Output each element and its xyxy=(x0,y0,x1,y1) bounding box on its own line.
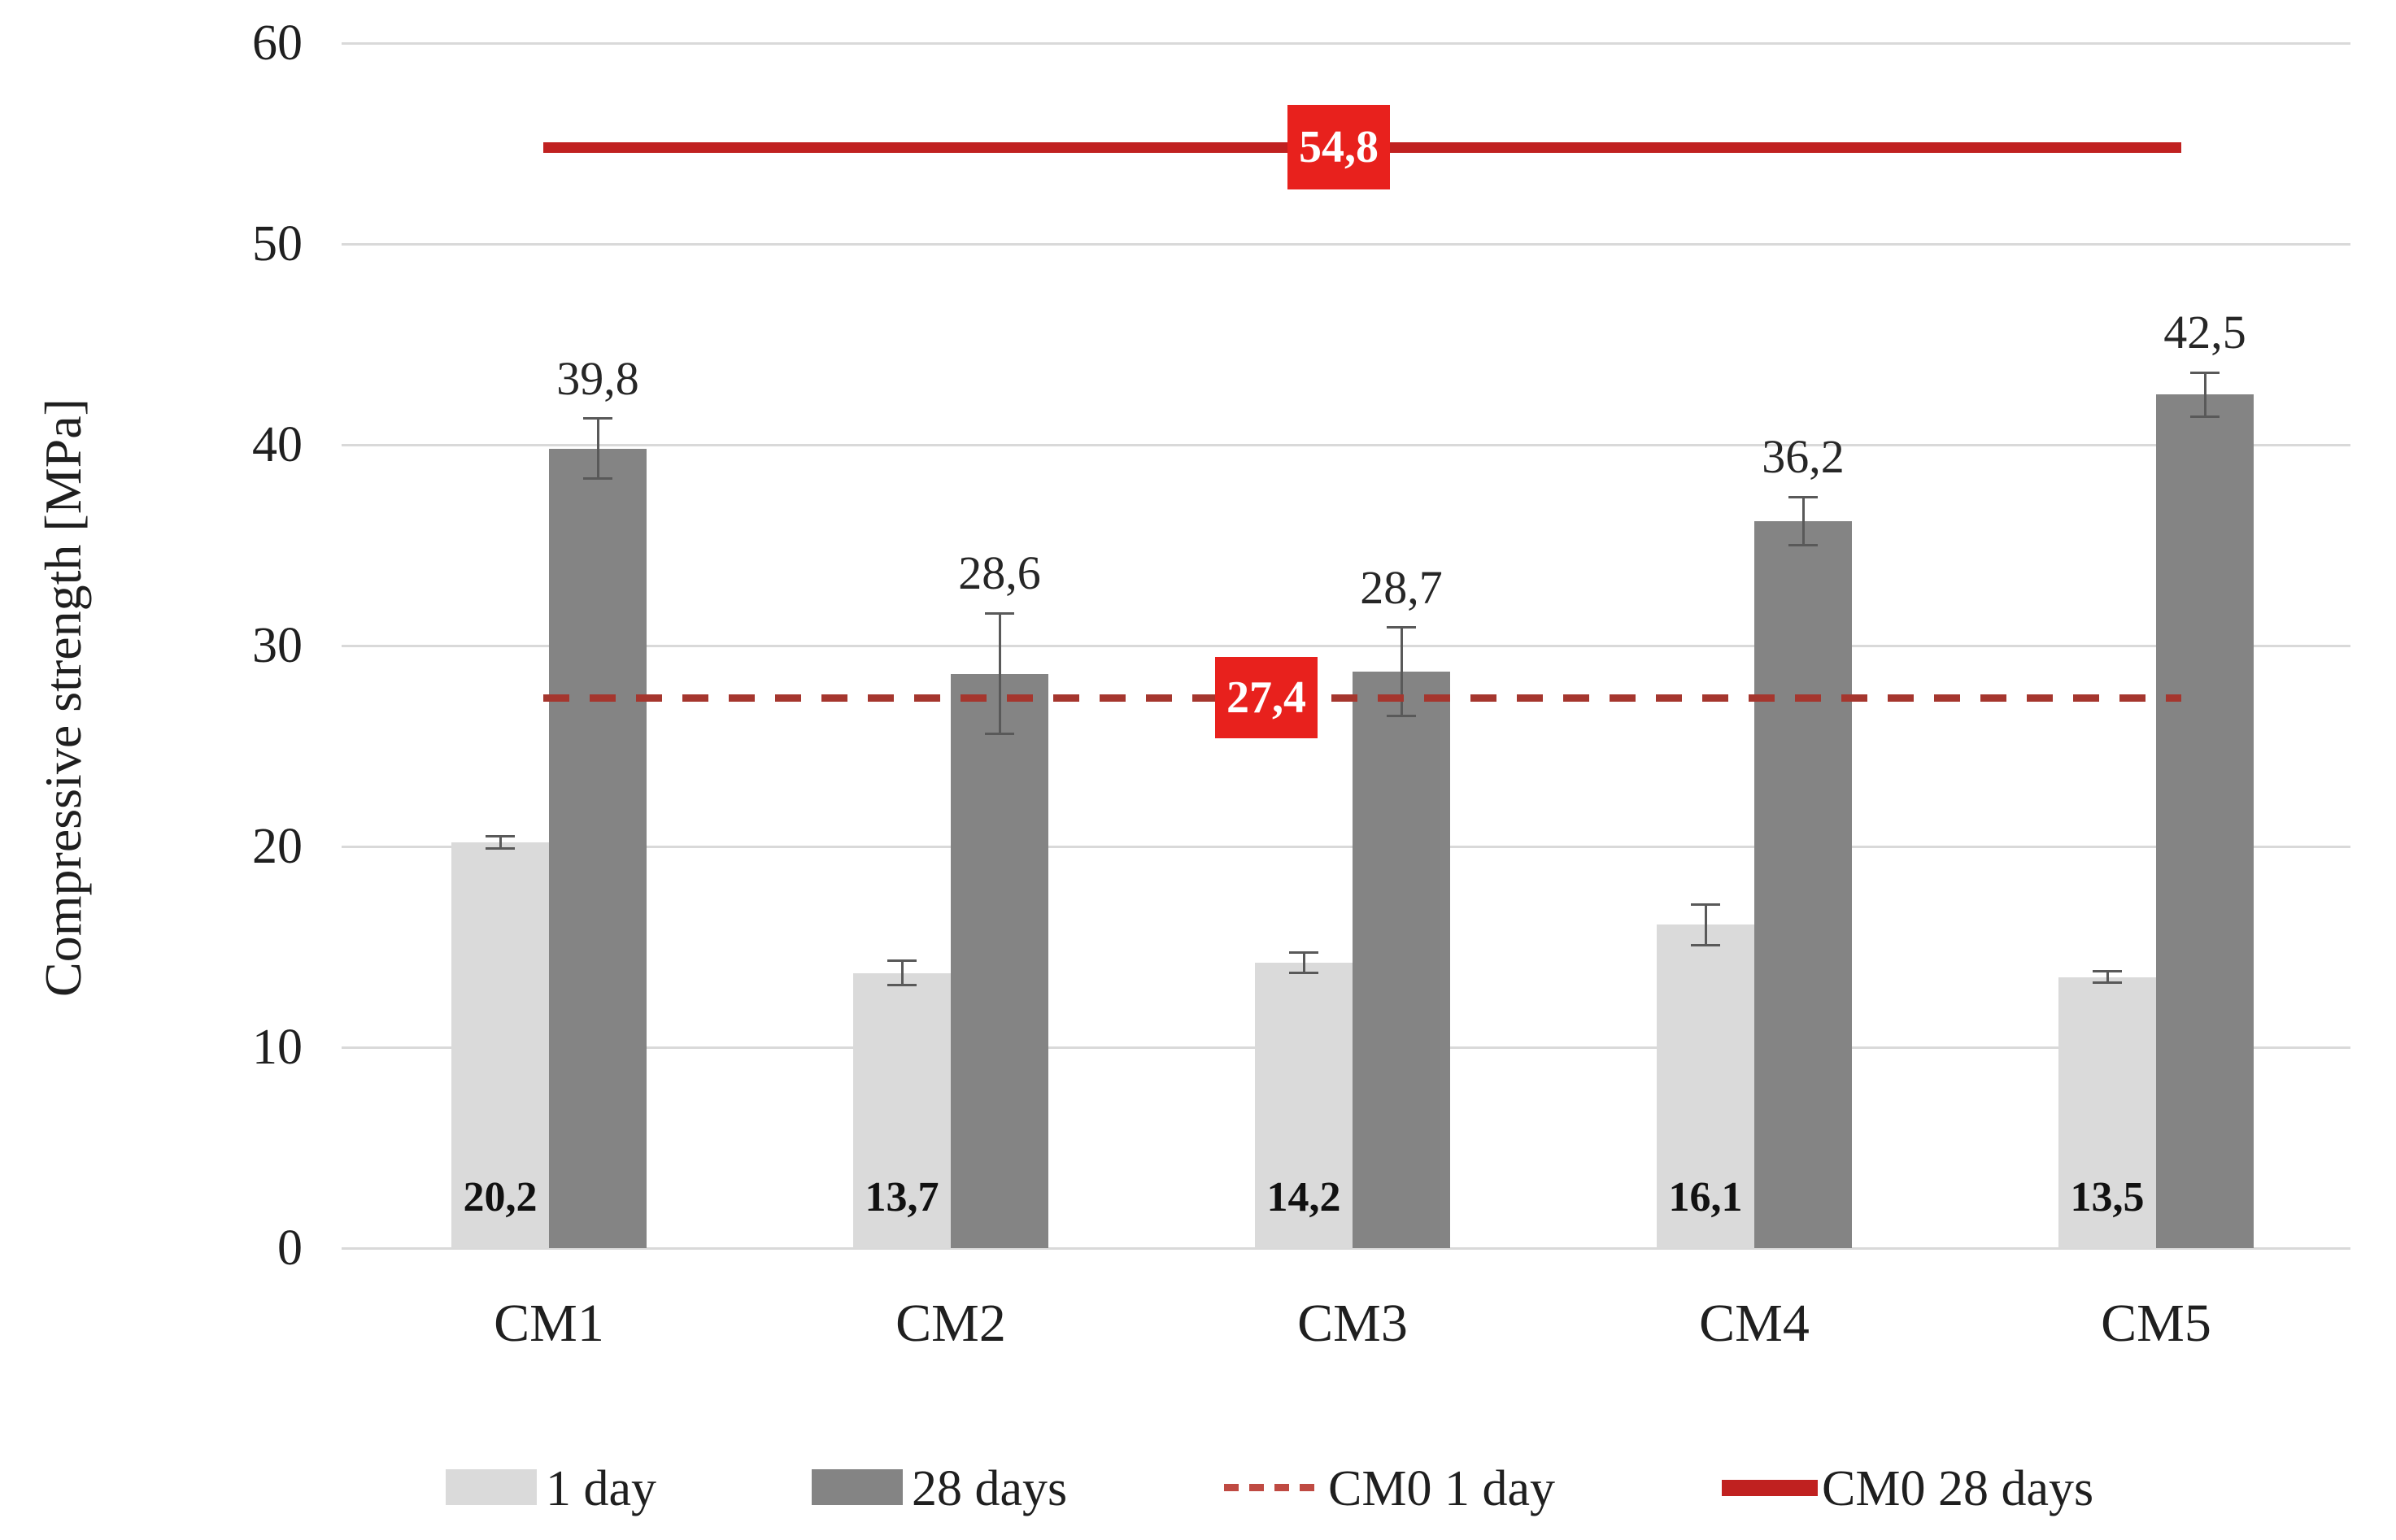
gridline-0 xyxy=(342,1247,2350,1250)
x-category-CM5: CM5 xyxy=(2101,1294,2211,1353)
bar-28-days-CM4 xyxy=(1754,520,1852,1248)
error-bar-1-day-CM1-cap-bottom xyxy=(486,846,515,850)
bar-28-days-CM3 xyxy=(1353,672,1450,1248)
bar-1-day-CM5 xyxy=(2058,977,2156,1248)
ref-label-box-cm0-1-day: 27,4 xyxy=(1215,657,1318,739)
value-label-28-days-CM4: 36,2 xyxy=(1762,430,1845,484)
error-bar-28-days-CM1-cap-top xyxy=(583,417,612,420)
error-bar-28-days-CM3-line xyxy=(1400,627,1403,716)
error-bar-1-day-CM1-line xyxy=(499,836,502,849)
error-bar-28-days-CM3-cap-top xyxy=(1387,626,1416,629)
value-label-1-day-CM4: 16,1 xyxy=(1668,1174,1743,1220)
y-tick-10: 10 xyxy=(252,1020,303,1075)
bar-1-day-CM2 xyxy=(853,972,951,1248)
error-bar-28-days-CM2-cap-top xyxy=(985,611,1014,615)
value-label-28-days-CM1: 39,8 xyxy=(556,351,639,405)
y-axis-title: Compressive strength [MPa] xyxy=(34,398,92,997)
error-bar-1-day-CM4-cap-bottom xyxy=(1691,943,1720,946)
error-bar-1-day-CM2-cap-bottom xyxy=(887,983,917,986)
bar-28-days-CM5 xyxy=(2156,394,2254,1248)
bar-28-days-CM1 xyxy=(549,448,647,1248)
legend-swatch-1-day xyxy=(446,1469,537,1505)
legend-label-cm0-28-days: CM0 28 days xyxy=(1822,1461,2094,1516)
error-bar-1-day-CM2-line xyxy=(900,960,904,985)
legend-label-1-day: 1 day xyxy=(546,1461,657,1516)
error-bar-28-days-CM2-line xyxy=(998,613,1001,734)
gridline-20 xyxy=(342,846,2350,848)
legend-swatch-cm0-1-day xyxy=(1224,1484,1322,1491)
error-bar-1-day-CM2-cap-top xyxy=(887,959,917,963)
value-label-28-days-CM3: 28,7 xyxy=(1360,560,1443,614)
error-bar-1-day-CM4-cap-top xyxy=(1691,903,1720,907)
ref-label-box-cm0-28-days: 54,8 xyxy=(1287,105,1390,190)
value-label-1-day-CM1: 20,2 xyxy=(463,1174,538,1220)
error-bar-1-day-CM5-cap-top xyxy=(2093,969,2122,972)
bar-28-days-CM2 xyxy=(951,673,1048,1248)
gridline-60 xyxy=(342,42,2350,45)
error-bar-28-days-CM5-cap-top xyxy=(2190,371,2220,374)
error-bar-28-days-CM1-cap-bottom xyxy=(583,477,612,481)
x-category-CM1: CM1 xyxy=(494,1294,604,1353)
gridline-40 xyxy=(342,444,2350,446)
y-tick-30: 30 xyxy=(252,618,303,673)
value-label-28-days-CM2: 28,6 xyxy=(958,546,1041,600)
x-category-CM2: CM2 xyxy=(895,1294,1006,1353)
value-label-1-day-CM3: 14,2 xyxy=(1266,1174,1341,1220)
value-label-1-day-CM5: 13,5 xyxy=(2070,1174,2145,1220)
gridline-50 xyxy=(342,243,2350,246)
bar-1-day-CM3 xyxy=(1255,963,1353,1248)
value-label-1-day-CM2: 13,7 xyxy=(865,1174,939,1220)
error-bar-28-days-CM3-cap-bottom xyxy=(1387,714,1416,717)
error-bar-1-day-CM5-line xyxy=(2106,971,2109,983)
legend-swatch-28-days xyxy=(812,1469,903,1505)
legend-label-cm0-1-day: CM0 1 day xyxy=(1328,1461,1555,1516)
legend-swatch-cm0-28-days xyxy=(1722,1480,1818,1496)
y-tick-0: 0 xyxy=(277,1220,303,1276)
error-bar-28-days-CM2-cap-bottom xyxy=(985,733,1014,736)
y-tick-20: 20 xyxy=(252,819,303,874)
y-tick-50: 50 xyxy=(252,216,303,272)
error-bar-1-day-CM5-cap-bottom xyxy=(2093,981,2122,985)
value-label-28-days-CM5: 42,5 xyxy=(2163,306,2246,359)
error-bar-1-day-CM1-cap-top xyxy=(486,835,515,838)
error-bar-28-days-CM4-cap-bottom xyxy=(1788,544,1818,546)
error-bar-1-day-CM4-line xyxy=(1704,904,1707,946)
y-tick-40: 40 xyxy=(252,417,303,472)
error-bar-1-day-CM3-line xyxy=(1302,952,1305,973)
bar-1-day-CM4 xyxy=(1657,924,1754,1248)
x-category-CM3: CM3 xyxy=(1297,1294,1408,1353)
error-bar-28-days-CM4-cap-top xyxy=(1788,495,1818,498)
error-bar-28-days-CM4-line xyxy=(1801,497,1805,546)
error-bar-1-day-CM3-cap-bottom xyxy=(1289,972,1318,975)
legend-label-28-days: 28 days xyxy=(912,1461,1068,1516)
ref-line-cm0-1-day xyxy=(543,694,2181,703)
gridline-30 xyxy=(342,645,2350,647)
bar-1-day-CM1 xyxy=(451,842,549,1248)
x-category-CM4: CM4 xyxy=(1699,1294,1810,1353)
error-bar-28-days-CM5-cap-bottom xyxy=(2190,415,2220,418)
error-bar-1-day-CM3-cap-top xyxy=(1289,951,1318,955)
error-bar-28-days-CM5-line xyxy=(2203,372,2206,417)
y-tick-60: 60 xyxy=(252,15,303,71)
error-bar-28-days-CM1-line xyxy=(596,418,599,479)
